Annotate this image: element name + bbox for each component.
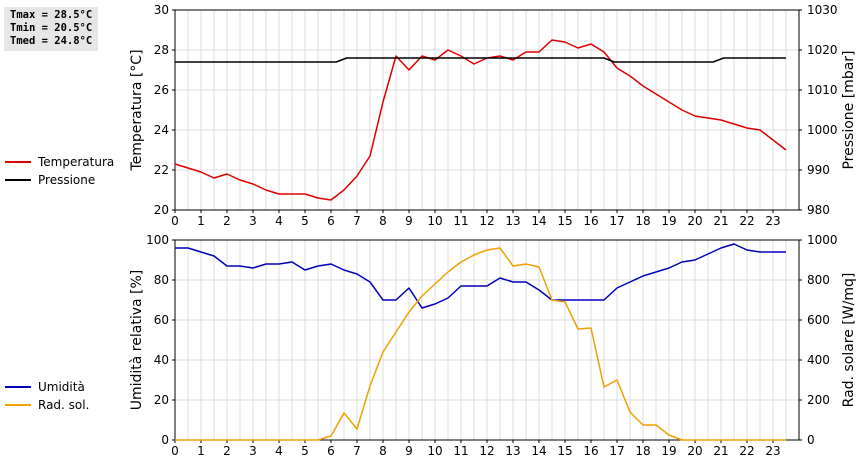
x-tick-label: 12 bbox=[479, 214, 494, 228]
x-tick-label: 2 bbox=[223, 444, 231, 458]
x-tick-label: 14 bbox=[531, 444, 546, 458]
y-right-axis-title: Pressione [mbar] bbox=[841, 50, 857, 169]
y-left-axis-title: Temperatura [°C] bbox=[129, 49, 145, 171]
x-tick-label: 15 bbox=[557, 444, 572, 458]
x-tick-label: 13 bbox=[505, 214, 520, 228]
y-right-tick-label: 800 bbox=[807, 273, 830, 287]
y-left-tick-label: 40 bbox=[154, 353, 169, 367]
legend-label-pressione: Pressione bbox=[38, 173, 95, 187]
x-tick-label: 13 bbox=[505, 444, 520, 458]
x-tick-label: 0 bbox=[171, 444, 179, 458]
x-tick-label: 22 bbox=[739, 214, 754, 228]
x-tick-label: 1 bbox=[197, 444, 205, 458]
x-tick-label: 23 bbox=[765, 444, 780, 458]
x-tick-label: 23 bbox=[765, 214, 780, 228]
y-left-axis-title: Umidità relativa [%] bbox=[129, 270, 145, 411]
x-tick-label: 22 bbox=[739, 444, 754, 458]
x-tick-label: 20 bbox=[687, 444, 702, 458]
x-tick-label: 21 bbox=[713, 214, 728, 228]
x-tick-label: 5 bbox=[301, 444, 309, 458]
legend-label-rad-sol: Rad. sol. bbox=[38, 398, 89, 412]
y-left-tick-label: 100 bbox=[146, 233, 169, 247]
x-tick-label: 12 bbox=[479, 444, 494, 458]
x-tick-label: 8 bbox=[379, 444, 387, 458]
x-tick-label: 16 bbox=[583, 444, 598, 458]
y-right-axis-title: Rad. solare [W/mq] bbox=[841, 273, 857, 408]
x-tick-label: 20 bbox=[687, 214, 702, 228]
x-tick-label: 10 bbox=[427, 214, 442, 228]
y-left-tick-label: 20 bbox=[154, 393, 169, 407]
x-tick-label: 17 bbox=[609, 214, 624, 228]
y-right-tick-label: 1020 bbox=[807, 43, 838, 57]
x-tick-label: 11 bbox=[453, 214, 468, 228]
y-right-tick-label: 1030 bbox=[807, 3, 838, 17]
series-line-temperatura bbox=[174, 39, 787, 201]
x-tick-label: 7 bbox=[353, 214, 361, 228]
series-line-umidit bbox=[175, 243, 786, 309]
y-left-tick-label: 26 bbox=[154, 83, 169, 97]
stat-tmin: Tmin = 20.5°C bbox=[10, 22, 93, 34]
humidity-radiation-chart: 0 1 2 3 4 5 6 7 8 9 10 11 12 13 14 15 16 17 18 19 20 21 22 2302… bbox=[5, 233, 857, 458]
y-right-tick-label: 990 bbox=[807, 163, 830, 177]
x-tick-label: 9 bbox=[405, 444, 413, 458]
y-left-tick-label: 80 bbox=[154, 273, 169, 287]
x-tick-label: 4 bbox=[275, 214, 283, 228]
temperature-pressure-chart: 0 1 2 3 4 5 6 7 8 9 10 11 12 13 14 15 16 17 18 19 20 21 22 2320… bbox=[5, 3, 857, 228]
y-right-tick-label: 1000 bbox=[807, 123, 838, 137]
y-right-tick-label: 1000 bbox=[807, 233, 838, 247]
y-left-tick-label: 22 bbox=[154, 163, 169, 177]
series-line-rad-sol bbox=[175, 247, 786, 441]
y-left-tick-label: 24 bbox=[154, 123, 169, 137]
x-tick-label: 6 bbox=[327, 444, 335, 458]
x-tick-label: 17 bbox=[609, 444, 624, 458]
x-tick-label: 2 bbox=[223, 214, 231, 228]
x-tick-label: 5 bbox=[301, 214, 309, 228]
stats-box: Tmax = 28.5°C Tmin = 20.5°C Tmed = 24.8°… bbox=[4, 7, 99, 51]
x-tick-label: 19 bbox=[661, 214, 676, 228]
series-line-pressione bbox=[175, 57, 786, 63]
y-right-tick-label: 600 bbox=[807, 313, 830, 327]
legend-label-temperatura: Temperatura bbox=[37, 155, 114, 169]
x-tick-label: 7 bbox=[353, 444, 361, 458]
y-left-tick-label: 28 bbox=[154, 43, 169, 57]
x-tick-label: 8 bbox=[379, 214, 387, 228]
y-left-tick-label: 0 bbox=[161, 433, 169, 447]
x-tick-label: 9 bbox=[405, 214, 413, 228]
legend-label-umidit: Umidità bbox=[38, 380, 85, 394]
x-tick-label: 18 bbox=[635, 444, 650, 458]
y-left-tick-label: 60 bbox=[154, 313, 169, 327]
x-tick-label: 1 bbox=[197, 214, 205, 228]
y-right-tick-label: 400 bbox=[807, 353, 830, 367]
y-right-tick-label: 200 bbox=[807, 393, 830, 407]
x-tick-label: 3 bbox=[249, 214, 257, 228]
x-tick-label: 10 bbox=[427, 444, 442, 458]
x-tick-label: 21 bbox=[713, 444, 728, 458]
stat-tmed: Tmed = 24.8°C bbox=[10, 35, 93, 47]
y-right-tick-label: 1010 bbox=[807, 83, 838, 97]
y-right-tick-label: 0 bbox=[807, 433, 815, 447]
x-tick-label: 18 bbox=[635, 214, 650, 228]
x-tick-label: 15 bbox=[557, 214, 572, 228]
y-right-tick-label: 980 bbox=[807, 203, 830, 217]
x-tick-label: 6 bbox=[327, 214, 335, 228]
x-tick-label: 19 bbox=[661, 444, 676, 458]
x-tick-label: 11 bbox=[453, 444, 468, 458]
y-left-tick-label: 30 bbox=[154, 3, 169, 17]
x-tick-label: 16 bbox=[583, 214, 598, 228]
x-tick-label: 3 bbox=[249, 444, 257, 458]
x-tick-label: 4 bbox=[275, 444, 283, 458]
y-left-tick-label: 20 bbox=[154, 203, 169, 217]
x-tick-label: 0 bbox=[171, 214, 179, 228]
x-tick-label: 14 bbox=[531, 214, 546, 228]
stat-tmax: Tmax = 28.5°C bbox=[10, 9, 93, 21]
